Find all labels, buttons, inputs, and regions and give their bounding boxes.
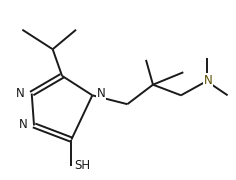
Text: N: N (16, 87, 25, 100)
Text: SH: SH (74, 159, 90, 172)
Text: N: N (203, 74, 212, 87)
Text: N: N (97, 87, 105, 100)
Text: N: N (19, 118, 28, 131)
